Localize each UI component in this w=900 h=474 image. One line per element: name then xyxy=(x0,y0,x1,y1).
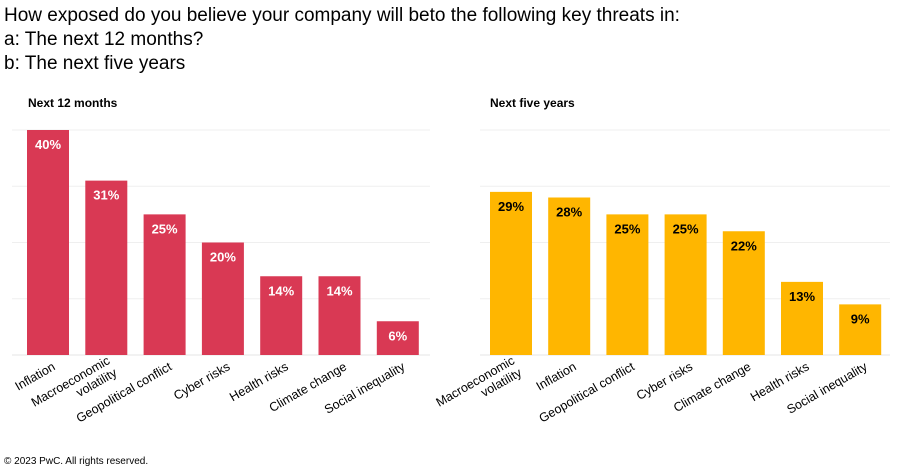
bar xyxy=(490,191,532,355)
chart-subtitle: Next 12 months xyxy=(28,96,118,110)
bar xyxy=(376,321,419,355)
data-label: 25% xyxy=(614,221,640,236)
data-label: 20% xyxy=(210,250,236,265)
bar xyxy=(318,276,361,355)
title-line-3: b: The next five years xyxy=(4,53,186,74)
chart-title: How exposed do you believe your company … xyxy=(4,4,680,76)
bar xyxy=(781,281,823,355)
copyright-footer: © 2023 PwC. All rights reserved. xyxy=(4,456,149,467)
title-line-2: a: The next 12 months? xyxy=(4,29,204,50)
data-label: 13% xyxy=(789,289,815,304)
data-label: 22% xyxy=(731,238,757,253)
bar xyxy=(548,197,591,355)
bar xyxy=(260,276,303,355)
category-label-line: Geopolitical conflict xyxy=(537,359,638,425)
bar xyxy=(143,214,186,355)
chart-2: Next five years 29% Macroeconomicvolatilit… xyxy=(434,96,890,425)
data-label: 31% xyxy=(93,188,119,203)
bar xyxy=(201,242,244,355)
bar xyxy=(722,231,765,355)
bar xyxy=(839,304,882,355)
data-label: 28% xyxy=(556,205,582,220)
data-label: 6% xyxy=(388,328,407,343)
data-label: 9% xyxy=(851,311,870,326)
bar xyxy=(664,214,707,355)
category-label-line: Inflation xyxy=(534,359,579,393)
data-label: 14% xyxy=(268,283,294,298)
data-label: 40% xyxy=(35,137,61,152)
bar xyxy=(85,180,128,355)
data-label: 29% xyxy=(498,199,524,214)
category-label: Macroeconomicvolatility xyxy=(434,353,525,422)
category-label: Geopolitical conflict xyxy=(537,359,638,425)
bar xyxy=(606,214,649,355)
title-line-1: How exposed do you believe your company … xyxy=(4,5,680,26)
chart-subtitle: Next five years xyxy=(490,96,575,110)
chart-1: Next 12 months40%Inflation31%Macroeconom… xyxy=(12,96,430,425)
data-label: 25% xyxy=(152,221,178,236)
category-label-line: Cyber risks xyxy=(171,359,232,402)
data-label: 25% xyxy=(673,221,699,236)
category-label: Inflation xyxy=(534,359,579,393)
data-label: 14% xyxy=(326,283,352,298)
category-label: Cyber risks xyxy=(171,359,232,402)
bar xyxy=(27,130,69,355)
